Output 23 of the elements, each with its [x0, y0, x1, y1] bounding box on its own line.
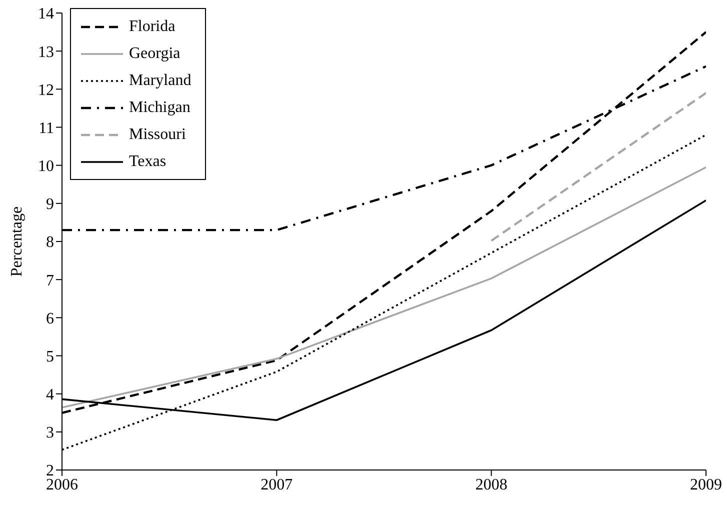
y-tick-label: 4: [46, 386, 54, 404]
legend-label: Maryland: [129, 72, 192, 90]
y-tick-label: 3: [46, 424, 54, 442]
y-tick-label: 8: [46, 234, 54, 252]
y-tick-label: 6: [46, 310, 54, 328]
line-series: [62, 166, 706, 408]
y-tick-label: 9: [46, 196, 54, 214]
y-axis-title: Percentage: [8, 206, 26, 277]
y-tick-label: 12: [38, 82, 54, 99]
y-tick-label: 13: [38, 44, 54, 61]
x-tick-label: 2008: [475, 476, 508, 494]
y-tick-label: 11: [38, 120, 54, 137]
y-tick-label: 10: [38, 158, 54, 176]
y-tick-label: 5: [46, 348, 54, 366]
x-tick-label: 2009: [690, 476, 722, 494]
legend-label: Michigan: [129, 98, 190, 116]
y-tick-label: 7: [46, 272, 54, 290]
legend-label: Missouri: [129, 126, 186, 144]
legend-label: Florida: [129, 18, 176, 36]
y-tick-label: 14: [38, 6, 54, 23]
x-tick-label: 2007: [260, 476, 293, 494]
legend-label: Georgia: [129, 44, 180, 62]
legend-label: Texas: [129, 152, 166, 170]
